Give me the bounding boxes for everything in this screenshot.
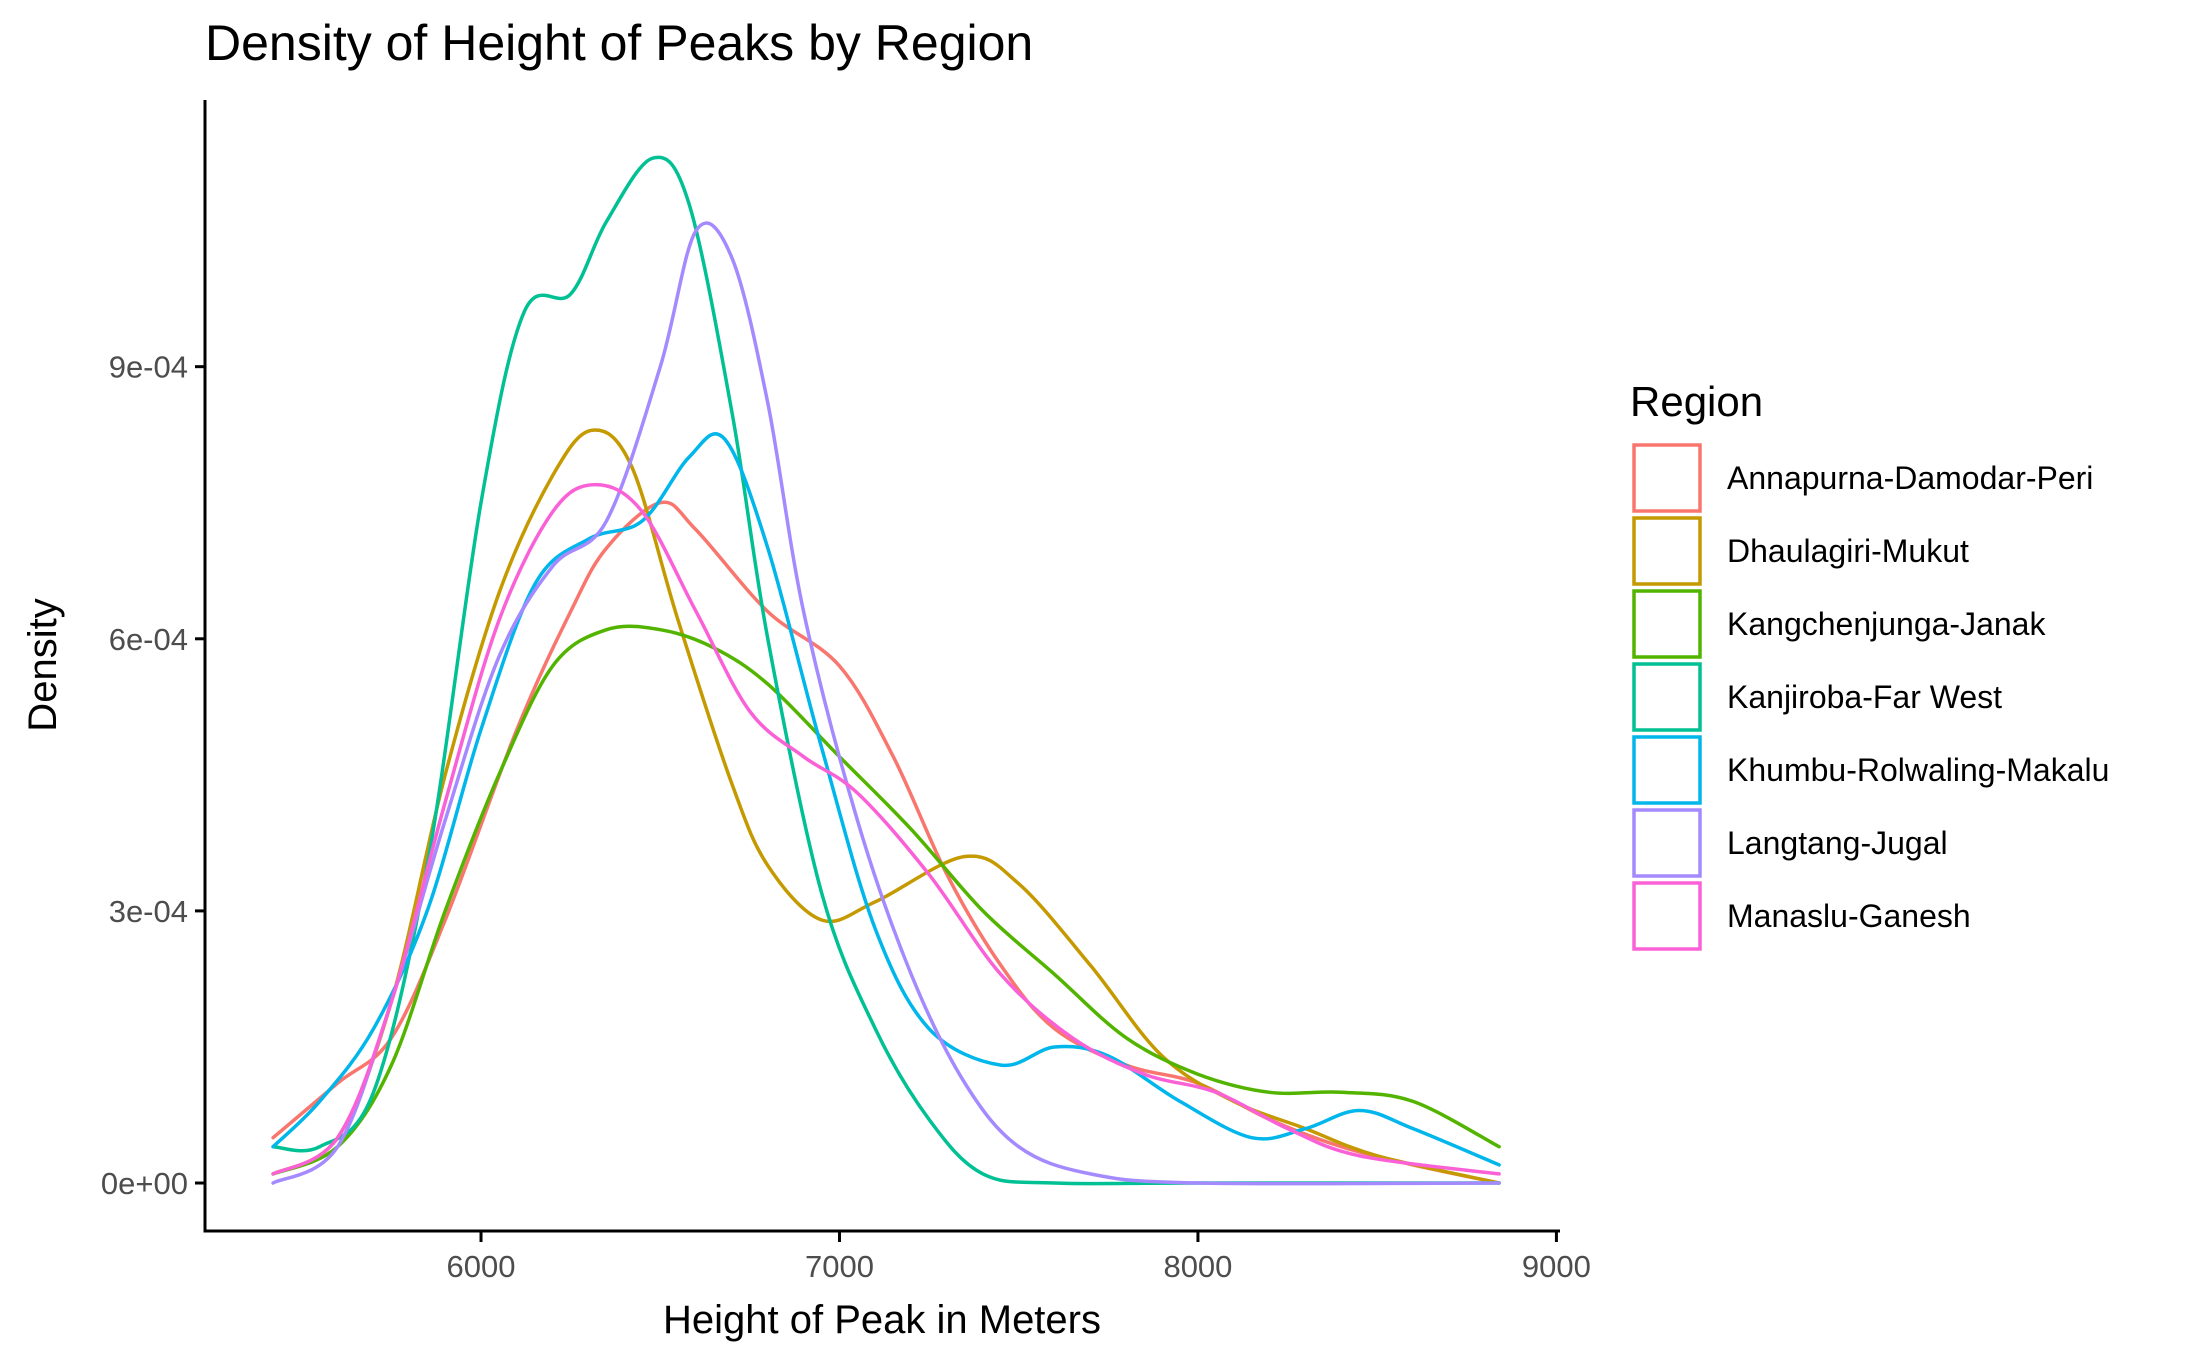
x-axis: 6000 7000 8000 9000 <box>203 1229 1591 1284</box>
legend-label: Langtang-Jugal <box>1727 825 1948 861</box>
legend-label: Annapurna-Damodar-Peri <box>1727 460 2093 496</box>
legend-key <box>1632 881 1702 951</box>
series-line-langtang-jugal <box>271 221 1501 1186</box>
legend-key <box>1632 516 1702 586</box>
legend-label: Kangchenjunga-Janak <box>1727 606 2046 642</box>
legend-label: Dhaulagiri-Mukut <box>1727 533 1969 569</box>
x-tick-label: 7000 <box>805 1249 874 1284</box>
series-line-khumbu-rolwaling-makalu <box>271 432 1501 1167</box>
legend-label: Kanjiroba-Far West <box>1727 679 2002 715</box>
legend-label: Khumbu-Rolwaling-Makalu <box>1727 752 2109 788</box>
x-tick-label: 9000 <box>1522 1249 1591 1284</box>
x-tick-label: 8000 <box>1163 1249 1232 1284</box>
legend-key <box>1632 662 1702 732</box>
legend-key <box>1632 735 1702 805</box>
x-tick-label: 6000 <box>447 1249 516 1284</box>
x-ticks: 6000 7000 8000 9000 <box>447 1231 1591 1284</box>
y-tick-label: 0e+00 <box>101 1166 188 1201</box>
legend-label: Manaslu-Ganesh <box>1727 898 1971 934</box>
series-line-manaslu-ganesh <box>271 482 1501 1176</box>
series-line-kanjiroba-far-west <box>271 155 1501 1186</box>
y-ticks: 0e+00 3e-04 6e-04 9e-04 <box>101 350 205 1201</box>
y-tick-label: 3e-04 <box>109 894 188 929</box>
legend-key <box>1632 443 1702 513</box>
y-axis-title: Density <box>21 598 65 731</box>
series-line-dhaulagiri-mukut <box>271 428 1501 1185</box>
legend-items: Annapurna-Damodar-Peri Dhaulagiri-Mukut Ka… <box>1632 443 2109 951</box>
legend-key <box>1632 808 1702 878</box>
y-tick-label: 6e-04 <box>109 622 188 657</box>
plot-series <box>271 155 1501 1186</box>
legend-key <box>1632 589 1702 659</box>
chart-title: Density of Height of Peaks by Region <box>205 15 1033 71</box>
legend: Region Annapurna-Damodar-Peri Dhaulagiri-… <box>1630 378 2109 951</box>
y-axis: 0e+00 3e-04 6e-04 9e-04 <box>101 100 207 1232</box>
x-axis-title: Height of Peak in Meters <box>663 1298 1101 1342</box>
series-line-kangchenjunga-janak <box>271 624 1501 1176</box>
y-tick-label: 9e-04 <box>109 350 188 385</box>
legend-title: Region <box>1630 378 1763 425</box>
series-line-annapurna-damodar-peri <box>271 500 1501 1185</box>
